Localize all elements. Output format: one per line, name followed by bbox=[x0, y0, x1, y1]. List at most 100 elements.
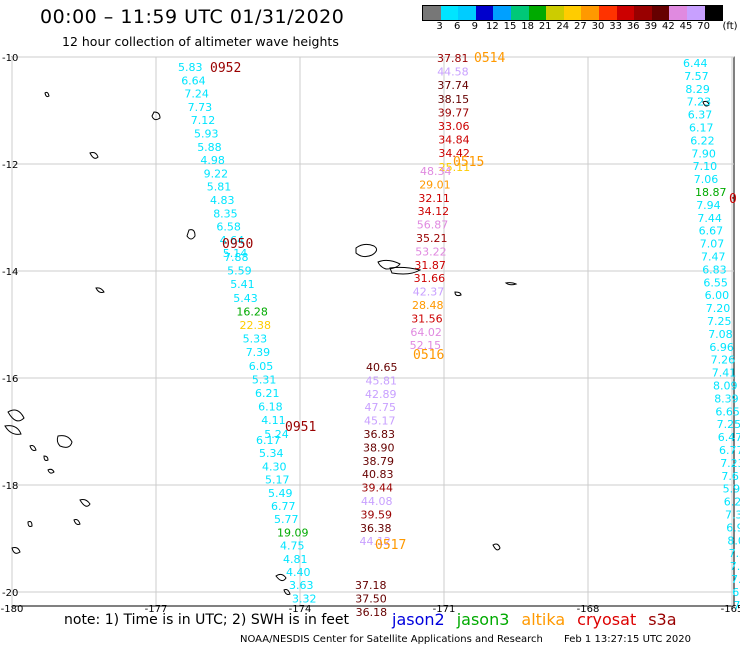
wave-height-label: 6.65 bbox=[715, 405, 740, 418]
wave-height-label: 5.31 bbox=[252, 373, 277, 386]
wave-height-label: 36.18 bbox=[356, 606, 388, 619]
wave-height-label: 40.65 bbox=[366, 361, 398, 374]
wave-height-label: 36.83 bbox=[364, 428, 396, 441]
legend-item-cryosat: cryosat bbox=[577, 610, 637, 629]
wave-height-label: 7.10 bbox=[693, 160, 718, 173]
colorbar-swatch bbox=[510, 6, 529, 20]
pass-number-edge: 0 bbox=[729, 192, 737, 207]
island-lau-3 bbox=[11, 499, 91, 554]
colorbar-tick-label: 3 bbox=[436, 21, 443, 32]
wave-height-label: 32.11 bbox=[418, 192, 450, 205]
colorbar bbox=[422, 5, 724, 21]
wave-height-label: 5.14 bbox=[223, 247, 248, 260]
wave-height-label: 37.81 bbox=[437, 52, 469, 65]
lon-label: -171 bbox=[433, 604, 456, 615]
wave-height-label: 37.50 bbox=[355, 593, 387, 606]
wave-height-label: 35.21 bbox=[416, 232, 448, 245]
coastlines bbox=[4, 91, 710, 595]
lat-label: -18 bbox=[2, 481, 18, 492]
wave-height-label: 8.09 bbox=[713, 380, 738, 393]
wave-height-label: 6.21 bbox=[724, 496, 740, 509]
satellite-legend: jason2 jason3 altika cryosat s3a bbox=[392, 610, 689, 629]
wave-height-label: 5.81 bbox=[207, 181, 232, 194]
wave-height-label: 3.63 bbox=[289, 579, 314, 592]
colorbar-tick-label: 36 bbox=[626, 21, 640, 32]
island-lau-1 bbox=[56, 435, 73, 448]
wave-height-label: 7.3 bbox=[725, 509, 740, 522]
wave-height-label: 7.47 bbox=[701, 251, 726, 264]
island-small-7 bbox=[702, 100, 710, 107]
colorbar-swatch bbox=[616, 6, 635, 20]
wave-height-label: 6.17 bbox=[256, 434, 281, 447]
wave-height-label: 5.41 bbox=[230, 278, 255, 291]
wave-height-label: 7.94 bbox=[696, 199, 721, 212]
wave-height-label: 34.12 bbox=[418, 205, 450, 218]
wave-height-label: 34.84 bbox=[438, 134, 470, 147]
wave-height-label: 16.28 bbox=[236, 305, 268, 318]
colorbar-swatch bbox=[440, 6, 459, 20]
wave-height-label: 7.3 bbox=[731, 573, 740, 586]
lat-label: -10 bbox=[2, 53, 18, 64]
wave-height-label: 6.67 bbox=[699, 225, 724, 238]
wave-height-label: 7.20 bbox=[706, 302, 731, 315]
pass-number: 0952 bbox=[210, 61, 241, 76]
pass-number: 0517 bbox=[375, 538, 406, 553]
wave-height-label: 37.18 bbox=[355, 579, 387, 592]
colorbar-swatch bbox=[669, 6, 687, 20]
wave-height-label: 6.55 bbox=[703, 276, 728, 289]
lon-label: -168 bbox=[577, 604, 600, 615]
colorbar-tick-label: 18 bbox=[521, 21, 534, 32]
wave-height-label: 5.34 bbox=[259, 447, 284, 460]
pass-number: 0515 bbox=[453, 155, 484, 170]
wave-height-label: 29.01 bbox=[419, 178, 451, 191]
wave-height-label: 38.90 bbox=[363, 441, 395, 454]
wave-height-label: 31.66 bbox=[414, 272, 446, 285]
wave-height-label: 5.17 bbox=[265, 474, 290, 487]
wave-height-label: 7.88 bbox=[224, 251, 249, 264]
wave-height-label: 36.38 bbox=[360, 522, 392, 535]
wave-height-label: 7.06 bbox=[694, 173, 719, 186]
colorbar-swatch bbox=[475, 6, 494, 20]
island-small-5 bbox=[492, 543, 501, 551]
colorbar-swatch bbox=[458, 6, 476, 20]
colorbar-tick-label: 21 bbox=[538, 21, 552, 32]
island-fiji-east bbox=[4, 409, 25, 435]
wave-height-label: 5.43 bbox=[233, 292, 257, 305]
colorbar-tick-label: 6 bbox=[454, 21, 461, 32]
island-small-2 bbox=[89, 152, 99, 159]
legend-item-jason3: jason3 bbox=[456, 610, 510, 629]
lon-label: -165 bbox=[721, 604, 740, 615]
wave-height-label: 4.40 bbox=[286, 566, 311, 579]
colorbar-tick-label: 39 bbox=[644, 21, 658, 32]
wave-height-label: 3.32 bbox=[292, 592, 317, 605]
wave-height-label: 7.25 bbox=[707, 315, 732, 328]
wave-height-label: 7.61 bbox=[721, 470, 740, 483]
colorbar-tick-label: 12 bbox=[486, 21, 499, 32]
colorbar-tick-label: 45 bbox=[679, 21, 693, 32]
island-small-1 bbox=[151, 111, 161, 121]
wave-height-label: 18.87 bbox=[695, 186, 727, 199]
wave-height-label: 6.21 bbox=[255, 387, 280, 400]
wave-height-label: 6.77 bbox=[271, 500, 296, 513]
wave-height-label: 8.0 bbox=[727, 534, 740, 547]
island-tonga bbox=[275, 573, 291, 595]
colorbar-swatch bbox=[634, 6, 652, 20]
lat-label: -14 bbox=[2, 267, 18, 278]
colorbar-tick-label: 42 bbox=[662, 21, 675, 32]
wave-height-label: 7.26 bbox=[711, 354, 736, 367]
wave-height-label: 7.41 bbox=[712, 367, 737, 380]
wave-height-label: 7.90 bbox=[691, 147, 716, 160]
wave-height-label: 56.87 bbox=[417, 219, 449, 232]
wave-height-label: 53.22 bbox=[415, 245, 447, 258]
wave-height-label: 7.23 bbox=[720, 457, 740, 470]
wave-height-label: 40.83 bbox=[362, 468, 394, 481]
wave-height-label: 4.83 bbox=[210, 194, 235, 207]
wave-height-label: 6.83 bbox=[702, 263, 727, 276]
colorbar-swatch bbox=[651, 6, 670, 20]
wave-height-label: 7.2 bbox=[729, 547, 740, 560]
wave-height-label: 34.42 bbox=[438, 147, 470, 160]
wave-height-label: 52.15 bbox=[410, 339, 442, 352]
altimeter-tracks: 5.836.647.247.737.125.935.884.989.225.81… bbox=[178, 51, 740, 619]
wave-height-label: 39.44 bbox=[362, 482, 394, 495]
